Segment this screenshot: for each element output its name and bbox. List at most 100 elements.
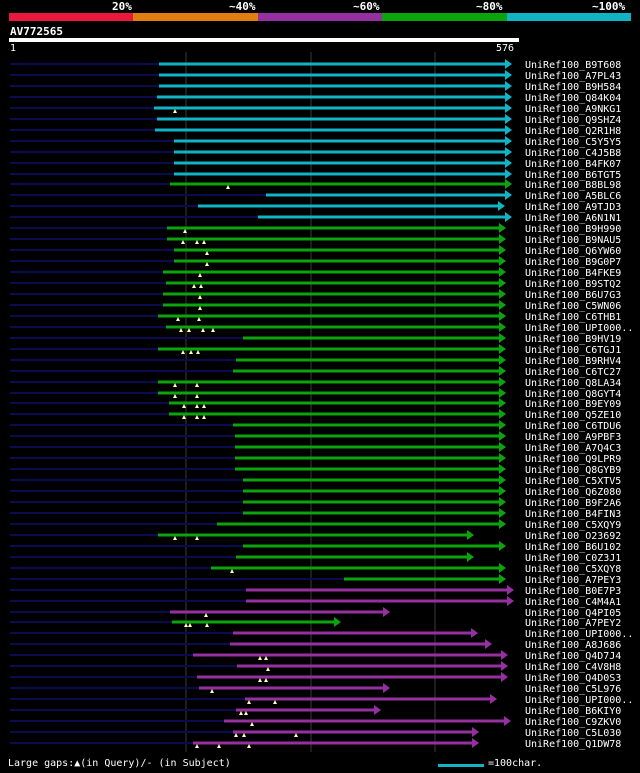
- hit-row[interactable]: UniRef100_A5BLC6: [10, 190, 621, 202]
- hit-label[interactable]: UniRef100_Q8LA34: [525, 378, 621, 389]
- hit-label[interactable]: UniRef100_UPI000..: [525, 695, 633, 706]
- hit-row[interactable]: UniRef100_B9NAU5: [10, 234, 621, 246]
- hit-label[interactable]: UniRef100_A6N1N1: [525, 213, 621, 224]
- hit-label[interactable]: UniRef100_B6U7G3: [525, 290, 621, 301]
- hit-label[interactable]: UniRef100_Q8GYB9: [525, 465, 621, 476]
- hit-row[interactable]: UniRef100_Q6YW60: [10, 245, 621, 257]
- hit-label[interactable]: UniRef100_A7PEY2: [525, 618, 621, 629]
- hit-row[interactable]: UniRef100_C9ZKV0: [10, 716, 621, 728]
- hit-label[interactable]: UniRef100_A7PL43: [525, 71, 621, 82]
- hit-row[interactable]: UniRef100_B9HV19: [10, 333, 621, 345]
- hit-row[interactable]: UniRef100_C6TC27: [10, 366, 621, 378]
- hit-row[interactable]: UniRef100_Q5ZE10: [10, 409, 621, 421]
- hit-row[interactable]: UniRef100_A7Q4C3: [10, 442, 621, 454]
- hit-row[interactable]: UniRef100_Q8GYT4: [10, 388, 621, 400]
- hit-label[interactable]: UniRef100_B6U102: [525, 542, 621, 553]
- hit-row[interactable]: UniRef100_C5Y5Y5: [10, 136, 621, 148]
- hit-label[interactable]: UniRef100_A7Q4C3: [525, 443, 621, 454]
- hit-row[interactable]: UniRef100_C5XTV5: [10, 475, 621, 487]
- hit-row[interactable]: UniRef100_C6TDU6: [10, 420, 621, 432]
- hit-row[interactable]: UniRef100_B9F2A6: [10, 497, 621, 509]
- hit-label[interactable]: UniRef100_B4FK07: [525, 159, 621, 170]
- hit-row[interactable]: UniRef100_B9EY09: [10, 398, 621, 410]
- hit-row[interactable]: UniRef100_B9H990: [10, 223, 621, 235]
- hit-label[interactable]: UniRef100_Q5ZE10: [525, 410, 621, 421]
- hit-row[interactable]: UniRef100_C6THB1: [10, 311, 621, 323]
- hit-row[interactable]: UniRef100_Q2R1H8: [10, 125, 621, 137]
- hit-row[interactable]: UniRef100_B8BL98: [10, 179, 621, 191]
- hit-label[interactable]: UniRef100_B9H990: [525, 224, 621, 235]
- hit-row[interactable]: UniRef100_Q8GYB9: [10, 464, 621, 476]
- hit-row[interactable]: UniRef100_C5L976: [10, 683, 621, 695]
- hit-label[interactable]: UniRef100_Q4D0S3: [525, 673, 621, 684]
- hit-row[interactable]: UniRef100_B9T608: [10, 59, 621, 71]
- hit-row[interactable]: UniRef100_Q4D0S3: [10, 672, 621, 684]
- hit-row[interactable]: UniRef100_C5L030: [10, 727, 621, 739]
- hit-row[interactable]: UniRef100_A7PEY2: [10, 617, 621, 629]
- hit-label[interactable]: UniRef100_B6KIY0: [525, 706, 621, 717]
- hit-row[interactable]: UniRef100_B6TGT5: [10, 169, 621, 181]
- hit-label[interactable]: UniRef100_A8J686: [525, 640, 621, 651]
- hit-label[interactable]: UniRef100_Q84K04: [525, 93, 621, 104]
- hit-label[interactable]: UniRef100_B9RHV4: [525, 356, 621, 367]
- hit-label[interactable]: UniRef100_B9T608: [525, 60, 621, 71]
- hit-row[interactable]: UniRef100_C4M4A1: [10, 596, 621, 608]
- hit-label[interactable]: UniRef100_C5L976: [525, 684, 621, 695]
- hit-row[interactable]: UniRef100_C5XQY9: [10, 519, 621, 531]
- hit-row[interactable]: UniRef100_Q4PI05: [10, 607, 621, 619]
- hit-label[interactable]: UniRef100_A7PEY3: [525, 575, 621, 586]
- hit-label[interactable]: UniRef100_C5Y5Y5: [525, 137, 621, 148]
- hit-label[interactable]: UniRef100_UPI000..: [525, 629, 633, 640]
- hit-row[interactable]: UniRef100_C5XQY8: [10, 563, 621, 575]
- hit-label[interactable]: UniRef100_B9STQ2: [525, 279, 621, 290]
- hit-label[interactable]: UniRef100_C0Z3J1: [525, 553, 621, 564]
- hit-row[interactable]: UniRef100_B6U102: [10, 541, 621, 553]
- hit-label[interactable]: UniRef100_Q9LPR9: [525, 454, 621, 465]
- hit-label[interactable]: UniRef100_A9NKG1: [525, 104, 621, 115]
- hit-label[interactable]: UniRef100_B9F2A6: [525, 498, 621, 509]
- hit-label[interactable]: UniRef100_C6TGJ1: [525, 345, 621, 356]
- hit-label[interactable]: UniRef100_Q1DW78: [525, 739, 621, 750]
- hit-row[interactable]: UniRef100_O23692: [10, 530, 621, 542]
- hit-label[interactable]: UniRef100_B9NAU5: [525, 235, 621, 246]
- hit-row[interactable]: UniRef100_A8J686: [10, 639, 621, 651]
- hit-label[interactable]: UniRef100_B6TGT5: [525, 170, 621, 181]
- hit-row[interactable]: UniRef100_UPI000..: [10, 322, 633, 334]
- hit-row[interactable]: UniRef100_A9NKG1: [10, 103, 621, 115]
- hit-label[interactable]: UniRef100_Q6Z080: [525, 487, 621, 498]
- hit-label[interactable]: UniRef100_C4V8H8: [525, 662, 621, 673]
- hit-label[interactable]: UniRef100_B8BL98: [525, 180, 621, 191]
- hit-row[interactable]: UniRef100_A7PL43: [10, 70, 621, 82]
- hit-label[interactable]: UniRef100_B9HV19: [525, 334, 621, 345]
- hit-label[interactable]: UniRef100_A5BLC6: [525, 191, 621, 202]
- hit-label[interactable]: UniRef100_C5XTV5: [525, 476, 621, 487]
- hit-row[interactable]: UniRef100_Q1DW78: [10, 738, 621, 750]
- hit-row[interactable]: UniRef100_C4V8H8: [10, 661, 621, 673]
- hit-label[interactable]: UniRef100_A9PBF3: [525, 432, 621, 443]
- hit-row[interactable]: UniRef100_Q9SHZ4: [10, 114, 621, 126]
- hit-label[interactable]: UniRef100_C9ZKV0: [525, 717, 621, 728]
- hit-label[interactable]: UniRef100_C5XQY8: [525, 564, 621, 575]
- hit-row[interactable]: UniRef100_Q8LA34: [10, 377, 621, 389]
- hit-row[interactable]: UniRef100_B4FK07: [10, 158, 621, 170]
- hit-row[interactable]: UniRef100_B9G0P7: [10, 256, 621, 268]
- hit-row[interactable]: UniRef100_C6TGJ1: [10, 344, 621, 356]
- hit-row[interactable]: UniRef100_C5WN06: [10, 300, 621, 312]
- hit-label[interactable]: UniRef100_C5L030: [525, 728, 621, 739]
- hit-row[interactable]: UniRef100_B6U7G3: [10, 289, 621, 301]
- hit-label[interactable]: UniRef100_B9H584: [525, 82, 621, 93]
- hit-row[interactable]: UniRef100_A9PBF3: [10, 431, 621, 443]
- hit-row[interactable]: UniRef100_UPI000..: [10, 628, 633, 640]
- hit-label[interactable]: UniRef100_A9TJD3: [525, 202, 621, 213]
- hit-row[interactable]: UniRef100_A9TJD3: [10, 201, 621, 213]
- hit-label[interactable]: UniRef100_UPI000..: [525, 323, 633, 334]
- hit-row[interactable]: UniRef100_C0Z3J1: [10, 552, 621, 564]
- hit-label[interactable]: UniRef100_Q4PI05: [525, 608, 621, 619]
- hit-label[interactable]: UniRef100_Q6YW60: [525, 246, 621, 257]
- hit-label[interactable]: UniRef100_C6TC27: [525, 367, 621, 378]
- hit-label[interactable]: UniRef100_C5XQY9: [525, 520, 621, 531]
- hit-label[interactable]: UniRef100_Q8GYT4: [525, 389, 621, 400]
- hit-row[interactable]: UniRef100_UPI000..: [10, 694, 633, 706]
- hit-label[interactable]: UniRef100_C6TDU6: [525, 421, 621, 432]
- hit-row[interactable]: UniRef100_B9H584: [10, 81, 621, 93]
